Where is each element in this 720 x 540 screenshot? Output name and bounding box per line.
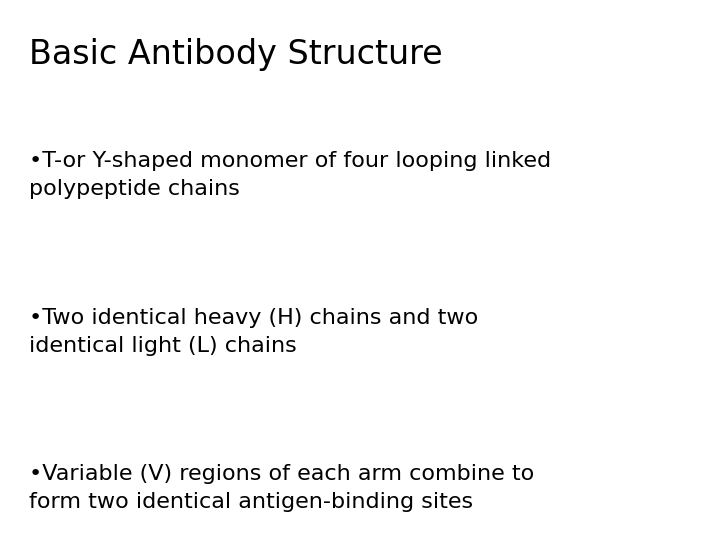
Text: •Variable (V) regions of each arm combine to
form two identical antigen-binding : •Variable (V) regions of each arm combin… <box>29 464 534 512</box>
Text: •T-or Y-shaped monomer of four looping linked
polypeptide chains: •T-or Y-shaped monomer of four looping l… <box>29 151 551 199</box>
Text: •Two identical heavy (H) chains and two
identical light (L) chains: •Two identical heavy (H) chains and two … <box>29 308 478 356</box>
Text: Basic Antibody Structure: Basic Antibody Structure <box>29 38 442 71</box>
